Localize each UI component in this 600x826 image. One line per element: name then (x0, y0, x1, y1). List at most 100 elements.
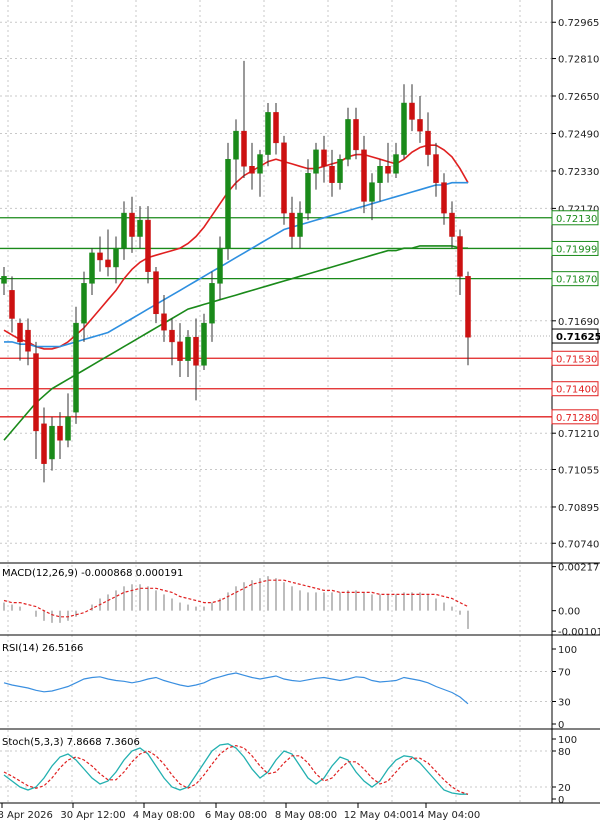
candle-body (57, 425, 63, 441)
candle-body (145, 219, 151, 272)
candle (97, 236, 103, 272)
candle-body (409, 102, 415, 120)
candle (113, 236, 119, 284)
candle-body (33, 353, 39, 432)
candle (433, 142, 439, 197)
candle-body (257, 154, 263, 174)
candle-body (313, 149, 319, 174)
candle (465, 271, 471, 366)
stoch-signal-line (3, 744, 469, 795)
candle-body (449, 212, 455, 237)
time-tick-label: 4 May 08:00 (133, 810, 195, 821)
candle (313, 142, 319, 190)
candle-body (113, 247, 119, 268)
macd-signal-line (3, 579, 469, 618)
candle (193, 318, 199, 401)
candle (321, 135, 327, 183)
ma-line-2 (3, 245, 468, 441)
candle (169, 318, 175, 366)
level-tag-box (551, 381, 599, 397)
candle (129, 196, 135, 253)
candle-body (305, 173, 311, 214)
level-tag-box (551, 240, 599, 256)
candle-body (17, 322, 23, 343)
stoch-tick-label: 0 (558, 795, 564, 806)
candle-body (137, 219, 143, 237)
candle-body (265, 112, 271, 155)
candle-body (369, 182, 375, 202)
rsi-tick-label: 70 (558, 668, 571, 679)
candle (369, 173, 375, 221)
current-price-label: 0.71625 (556, 332, 600, 343)
candle (297, 201, 303, 249)
candle (337, 154, 343, 190)
candle (409, 84, 415, 132)
candle-body (273, 112, 279, 144)
candle (65, 393, 71, 448)
candle-body (89, 252, 95, 284)
level-tag-box (551, 210, 599, 226)
candle (417, 96, 423, 143)
level-tag-box (551, 271, 599, 287)
price-tick-label: 0.72170 (558, 204, 599, 215)
candle-body (321, 149, 327, 167)
candle (233, 119, 239, 190)
stoch-tick-label: 100 (558, 735, 577, 746)
level-tag-label: 0.71530 (556, 354, 597, 365)
candle (153, 266, 159, 324)
candle-body (129, 212, 135, 237)
candle-body (121, 212, 127, 249)
candle (177, 323, 183, 378)
candle-body (97, 252, 103, 261)
candle-body (105, 259, 111, 268)
candle (201, 313, 207, 370)
candle-body (361, 149, 367, 202)
candle (217, 236, 223, 300)
candle-body (225, 158, 231, 249)
candle (161, 295, 167, 342)
price-tick-label: 0.72965 (558, 18, 599, 29)
candle-body (185, 336, 191, 361)
macd-tick-label: 0.002172 (558, 563, 600, 574)
stoch-title: Stoch(5,3,3) 7.8668 7.3606 (2, 737, 140, 748)
candle-body (81, 283, 87, 324)
price-tick-label: 0.71210 (558, 429, 599, 440)
candle-body (457, 236, 463, 277)
level-tag-label: 0.71870 (556, 275, 597, 286)
time-tick-label: 30 Apr 12:00 (60, 810, 125, 821)
candle (41, 407, 47, 483)
rsi-panel: RSI(14) 26.5166 100 70 30 0 (0, 643, 577, 731)
macd-tick-label: 0.00 (558, 607, 580, 618)
candle (265, 103, 271, 167)
candle-body (401, 102, 407, 155)
time-tick-label: 12 May 04:00 (344, 810, 413, 821)
candle-body (297, 212, 303, 237)
candle-body (65, 416, 71, 441)
candle-body (353, 119, 359, 151)
candle-body (209, 283, 215, 324)
candle (377, 159, 383, 202)
level-tag-label: 0.71280 (556, 413, 597, 424)
candle (225, 142, 231, 260)
ma-line-1 (4, 181, 468, 348)
candle-body (49, 425, 55, 460)
candle-body (249, 166, 255, 174)
candle (121, 201, 127, 260)
candle (49, 416, 55, 471)
candle (81, 271, 87, 342)
level-tag-label: 0.71999 (556, 244, 597, 255)
current-price-box (551, 328, 599, 344)
panel-frames (0, 0, 600, 804)
candle-body (73, 322, 79, 413)
candle-body (233, 130, 239, 160)
candle-body (25, 329, 31, 352)
price-axis: 0.72965 0.72810 0.72650 0.72490 0.72330 0.721… (552, 18, 599, 550)
candle (401, 84, 407, 160)
candle (241, 60, 247, 178)
candle (249, 142, 255, 190)
candle-body (41, 423, 47, 464)
candle (145, 206, 151, 284)
candle-body (329, 166, 335, 183)
